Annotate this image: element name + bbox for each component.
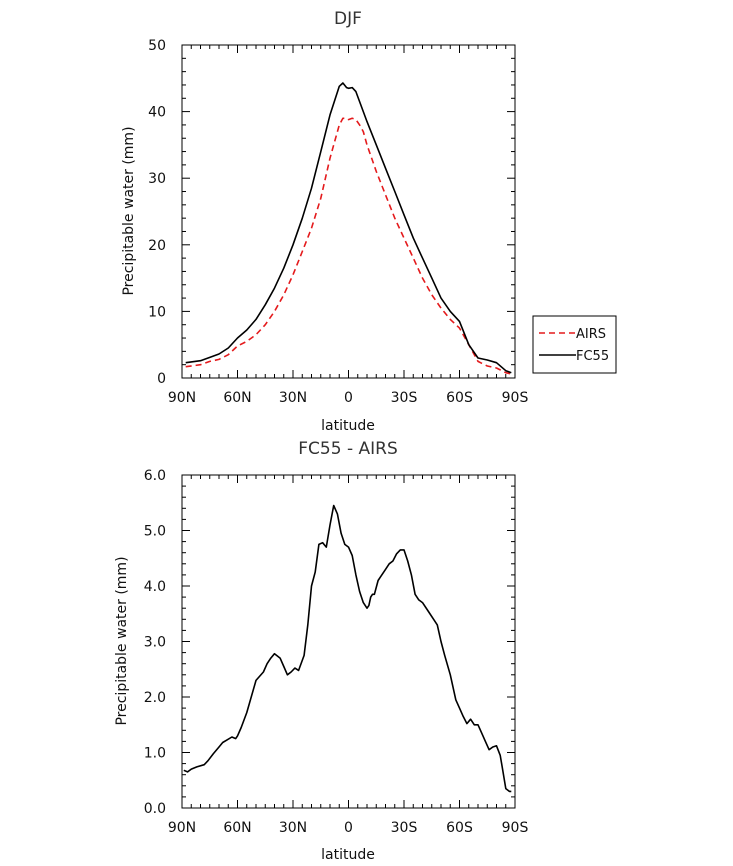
y-tick-label: 5.0 [144, 524, 166, 540]
y-tick-label: 10 [148, 304, 166, 320]
bottom-chart-panel: FC55 - AIRS 90N 60N 30N 0 30S 60S 90S 0.0 1.0 2.0… [114, 439, 528, 863]
x-tick-label: 90N [168, 390, 196, 406]
legend-label-airs: AIRS [576, 327, 606, 342]
bottom-series-line-diff-0 [183, 504, 512, 793]
x-tick-label: 90N [168, 820, 196, 836]
legend-box [532, 315, 617, 374]
bottom-chart-title: FC55 - AIRS [298, 439, 397, 459]
y-tick-label: 20 [148, 238, 166, 254]
y-tick-label: 0.0 [144, 801, 166, 817]
y-tick-label: 6.0 [144, 468, 166, 484]
x-tick-label: 30S [391, 820, 418, 836]
y-tick-label: 3.0 [144, 635, 166, 651]
top-ticks: 90N 60N 30N 0 30S 60S 90S 0 10 20 30 40 50 [148, 38, 528, 406]
top-series [185, 82, 512, 375]
y-tick-label: 1.0 [144, 746, 166, 762]
x-tick-label: 30N [279, 390, 307, 406]
top-series-line-fc55 [185, 82, 512, 374]
x-tick-label: 60N [223, 390, 251, 406]
x-tick-label: 0 [344, 820, 353, 836]
x-tick-label: 60S [446, 390, 473, 406]
y-tick-label: 4.0 [144, 579, 166, 595]
bottom-plot-frame [181, 474, 516, 809]
x-tick-label: 30S [391, 390, 418, 406]
top-plot-frame [181, 44, 516, 379]
bottom-ticks: 90N 60N 30N 0 30S 60S 90S 0.0 1.0 2.0 3.0 4.0 5.0 6.0 [144, 468, 529, 836]
y-tick-label: 50 [148, 38, 166, 54]
top-chart-title: DJF [334, 9, 362, 29]
y-tick-label: 40 [148, 105, 166, 121]
x-tick-label: 90S [502, 820, 529, 836]
x-tick-label: 30N [279, 820, 307, 836]
y-tick-label: 30 [148, 171, 166, 187]
x-tick-label: 90S [502, 390, 529, 406]
bottom-series [183, 504, 512, 793]
x-tick-label: 60N [223, 820, 251, 836]
top-legend: AIRS FC55 [532, 315, 617, 374]
y-tick-label: 2.0 [144, 690, 166, 706]
top-series-line-airs [185, 117, 512, 375]
top-y-axis-label: Precipitable water (mm) [121, 126, 137, 295]
legend-label-fc55: FC55 [576, 349, 609, 364]
bottom-x-axis-label: latitude [321, 847, 375, 863]
x-tick-label: 0 [344, 390, 353, 406]
top-x-axis-label: latitude [321, 418, 375, 434]
top-chart-panel: DJF 90N 60N 30N 0 30S 60S 90S 0 10 20 30 40 50 latit… [121, 9, 617, 434]
bottom-y-axis-label: Precipitable water (mm) [114, 556, 130, 725]
x-tick-label: 60S [446, 820, 473, 836]
y-tick-label: 0 [157, 371, 166, 387]
